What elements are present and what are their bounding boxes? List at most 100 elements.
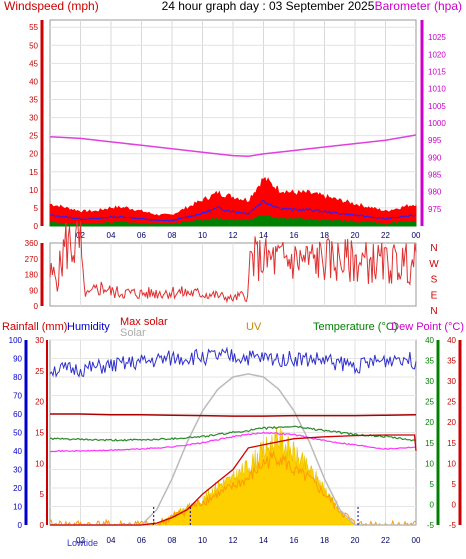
baro-tick-label: 980: [428, 188, 442, 197]
humidity-tick-label: 0: [18, 521, 23, 530]
direction-tick-label: 0: [34, 302, 39, 311]
temp-tick-label: 40: [425, 336, 434, 345]
wind-x-tick-label: 06: [137, 231, 146, 240]
rain-tick-label: 25: [35, 367, 44, 376]
rain-x-tick-label: 22: [381, 536, 390, 545]
humidity-label: Humidity: [67, 321, 110, 333]
humidity-tick-label: 50: [13, 429, 22, 438]
dewpoint-label: Dew Point (°C): [391, 321, 464, 333]
wind-x-tick-label: 08: [168, 231, 177, 240]
wind-tick-label: 20: [29, 150, 38, 159]
wind-tick-label: 10: [29, 186, 38, 195]
baro-tick-label: 1000: [428, 119, 446, 128]
baro-tick-label: 1015: [428, 68, 446, 77]
humidity-tick-label: 30: [13, 466, 22, 475]
wind-tick-label: 0: [34, 222, 39, 231]
wind-tick-label: 55: [29, 23, 38, 32]
temp-tick-label: 20: [425, 418, 434, 427]
compass-label: W: [429, 259, 439, 270]
wind-axis-title: Windspeed (mph): [4, 0, 99, 13]
chart-marks-group: 0510152025303540455055975980985990995100…: [9, 19, 462, 545]
compass-label: N: [430, 243, 437, 254]
baro-tick-label: 1025: [428, 33, 446, 42]
rain-tick-label: 5: [40, 490, 45, 499]
humidity-tick-label: 40: [13, 447, 22, 456]
compass-label: S: [431, 275, 438, 286]
baro-axis-title: Barometer (hpa): [375, 0, 462, 13]
rain-x-tick-label: 16: [290, 536, 299, 545]
rain-tick-label: 10: [35, 459, 44, 468]
dewpoint-tick-label: 10: [447, 459, 456, 468]
rain-x-tick-label: 12: [229, 536, 238, 545]
temp-tick-label: 30: [425, 377, 434, 386]
temp-tick-label: -5: [427, 521, 435, 530]
wind-x-tick-label: 12: [229, 231, 238, 240]
wind-tick-label: 45: [29, 59, 38, 68]
chart-title: 24 hour graph day : 03 September 2025: [162, 0, 375, 13]
baro-tick-label: 1020: [428, 50, 446, 59]
max-solar-label: Max solar: [120, 316, 168, 328]
rain-x-tick-label: 20: [351, 536, 360, 545]
rain-x-tick-label: 18: [320, 536, 329, 545]
rain-x-tick-label: 02: [76, 536, 85, 545]
humidity-tick-label: 20: [13, 484, 22, 493]
rain-x-tick-label: 00: [412, 536, 421, 545]
rain-tick-label: 20: [35, 398, 44, 407]
lowtide-note-bottom: Lowtide: [67, 538, 98, 548]
baro-tick-label: 985: [428, 171, 442, 180]
dewpoint-tick-label: -5: [449, 521, 457, 530]
temp-tick-label: 35: [425, 357, 434, 366]
baro-tick-label: 995: [428, 136, 442, 145]
wind-x-tick-label: 20: [351, 231, 360, 240]
dewpoint-series-line: [50, 431, 417, 453]
baro-tick-label: 990: [428, 153, 442, 162]
humidity-tick-label: 90: [13, 355, 22, 364]
max-solar-series-line: [50, 373, 416, 526]
baro-tick-label: 975: [428, 205, 442, 214]
wind-x-tick-label: 22: [381, 231, 390, 240]
average-series-line: [49, 199, 417, 222]
dewpoint-tick-label: 15: [447, 439, 456, 448]
uv-label: UV: [246, 321, 262, 333]
rain-tick-label: 30: [35, 336, 44, 345]
gust-series-line: [49, 176, 417, 227]
direction-tick-label: 270: [25, 255, 39, 264]
temperature-series-line: [50, 425, 417, 442]
max-temp-series-line: [50, 413, 417, 417]
rainfall-series-line: [50, 434, 417, 526]
dewpoint-tick-label: 30: [447, 377, 456, 386]
dewpoint-tick-label: 5: [452, 480, 457, 489]
humidity-series-line: [49, 346, 417, 378]
dewpoint-tick-label: 40: [447, 336, 456, 345]
wind-x-tick-label: 04: [107, 231, 116, 240]
temp-tick-label: 0: [430, 500, 435, 509]
wind-tick-label: 30: [29, 114, 38, 123]
wind-x-tick-label: 10: [198, 231, 207, 240]
rain-tick-label: 15: [35, 429, 44, 438]
wind-x-tick-label: 16: [290, 231, 299, 240]
temp-tick-label: 10: [425, 459, 434, 468]
rain-x-tick-label: 14: [259, 536, 268, 545]
baro-tick-label: 1005: [428, 102, 446, 111]
compass-label: N: [430, 306, 437, 317]
dewpoint-tick-label: 25: [447, 398, 456, 407]
temp-tick-label: 5: [430, 480, 435, 489]
temp-tick-label: 25: [425, 398, 434, 407]
wind-tick-label: 25: [29, 132, 38, 141]
humidity-tick-label: 80: [13, 373, 22, 382]
humidity-tick-label: 10: [13, 503, 22, 512]
direction-tick-label: 360: [25, 239, 39, 248]
direction-tick-label: 180: [25, 271, 39, 280]
wind-tick-label: 35: [29, 96, 38, 105]
baro-tick-label: 1010: [428, 85, 446, 94]
humidity-tick-label: 70: [13, 392, 22, 401]
direction-series-line: [49, 221, 417, 304]
dewpoint-tick-label: 0: [452, 500, 457, 509]
calm-series-line: [49, 215, 417, 227]
barometer-series-line: [49, 134, 417, 158]
rain-label: Rainfall (mm): [2, 321, 67, 333]
wind-x-tick-label: 18: [320, 231, 329, 240]
wind-tick-label: 40: [29, 77, 38, 86]
rain-x-tick-label: 08: [168, 536, 177, 545]
